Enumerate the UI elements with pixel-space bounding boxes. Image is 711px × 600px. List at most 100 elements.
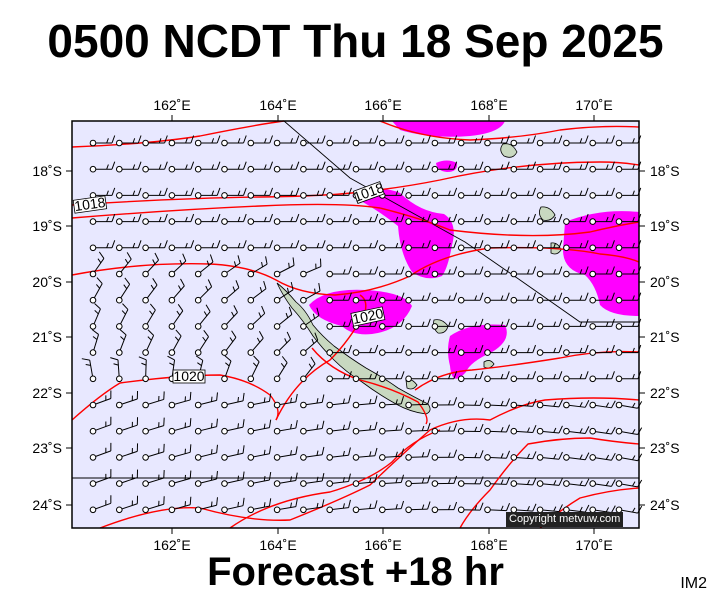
wind-barb-feather: [175, 329, 182, 337]
wind-barb-feather: [558, 213, 563, 222]
wind-station: [194, 480, 202, 487]
wind-barb-feather: [553, 506, 557, 512]
wind-barb-feather: [558, 318, 563, 327]
wind-barb-feather: [553, 347, 556, 353]
wind-barb-feather: [292, 257, 295, 266]
wind-barb-feather: [342, 424, 345, 430]
wind-barb-feather: [605, 216, 609, 222]
wind-barb-feather: [237, 164, 241, 170]
wind-barb-feather: [506, 503, 511, 511]
wind-station: [273, 427, 281, 435]
wind-station: [300, 244, 307, 252]
wind-station: [116, 218, 123, 225]
wind-station: [484, 244, 491, 252]
wind-barb-feather: [138, 356, 147, 361]
wind-station: [300, 218, 307, 225]
lat-label-left: 23˚S: [32, 440, 62, 456]
tick-marks: [66, 115, 645, 534]
wind-barb-feather: [395, 425, 398, 431]
wind-station: [300, 454, 307, 461]
wind-station: [510, 349, 518, 356]
wind-barb-feather: [169, 362, 175, 366]
wind-station: [615, 454, 623, 461]
lon-label-top: 168˚E: [470, 97, 507, 113]
wind-barb-feather: [558, 425, 563, 434]
wind-barb-feather: [126, 252, 132, 260]
wind-barb-feather: [268, 393, 272, 402]
wind-barb-feather: [395, 451, 398, 457]
wind-station: [194, 296, 202, 304]
wind-station: [273, 270, 281, 278]
wind-barb-feather: [237, 216, 241, 222]
wind-barb-feather: [506, 398, 511, 407]
wind-barb-feather: [632, 455, 636, 461]
wind-barb-feather: [448, 216, 451, 222]
wind-barb-feather: [253, 355, 260, 363]
wind-barb-feather: [152, 278, 158, 286]
wind-barb-feather: [584, 161, 589, 170]
wind-barb-feather: [369, 295, 372, 301]
wind-station: [168, 349, 176, 356]
wind-barb-feather: [611, 161, 615, 170]
wind-barb-feather: [321, 499, 325, 508]
wind-barb-feather: [448, 504, 451, 510]
wind-barb-feather: [553, 295, 556, 301]
wind-barb-feather: [579, 295, 583, 301]
wind-barb-feather: [179, 259, 183, 265]
wind-barb-feather: [269, 187, 274, 196]
wind-station: [300, 296, 307, 304]
wind-station: [589, 244, 597, 252]
wind-barb-feather: [605, 373, 609, 379]
wind-barb-feather: [421, 269, 425, 275]
wind-barb-feather: [421, 190, 425, 196]
wind-barb-feather: [207, 279, 213, 287]
wind-barb-feather: [310, 356, 316, 365]
wind-station: [247, 506, 255, 514]
wind-station: [194, 165, 202, 173]
wind-barb-feather: [427, 213, 431, 222]
wind-barb-feather: [584, 399, 590, 408]
wind-barb-feather: [427, 266, 431, 275]
wind-station: [352, 454, 360, 461]
wind-barb-feather: [395, 216, 399, 222]
wind-barb-feather: [474, 478, 478, 485]
wind-station: [589, 454, 597, 461]
wind-station: [273, 323, 281, 330]
wind-barb-feather: [421, 138, 425, 144]
wind-station: [510, 454, 518, 461]
wind-barb-feather: [369, 347, 372, 353]
wind-barb-feather: [527, 216, 530, 222]
wind-barb-feather: [474, 321, 478, 327]
wind-station: [89, 165, 97, 173]
wind-barb-feather: [479, 397, 484, 406]
wind-station: [352, 296, 360, 304]
rain-area: [448, 324, 507, 379]
wind-barb-feather: [448, 478, 451, 484]
wind-barb-feather: [290, 281, 294, 290]
wind-station: [221, 165, 228, 173]
wind-barb-feather: [164, 213, 168, 222]
wind-barb-feather: [506, 424, 511, 433]
wind-barb-feather: [506, 187, 510, 196]
wind-barb-feather: [269, 213, 274, 222]
wind-barb-feather: [374, 421, 378, 430]
wind-barb-feather: [120, 336, 125, 341]
lat-label-left: 20˚S: [32, 274, 62, 290]
wind-station: [116, 139, 123, 147]
wind-barb-feather: [479, 266, 484, 275]
wind-station: [89, 401, 97, 409]
wind-barb-feather: [605, 402, 610, 408]
wind-station: [247, 401, 255, 409]
wind-barb-feather: [605, 164, 609, 170]
wind-barb-feather: [395, 347, 399, 353]
wind-barb-feather: [479, 450, 484, 458]
wind-barb-feather: [448, 295, 451, 301]
wind-barb-feather: [506, 344, 510, 353]
wind-barb-feather: [348, 135, 352, 144]
wind-barb-feather: [532, 161, 537, 170]
wind-barb-feather: [295, 420, 298, 429]
wind-barb-feather: [321, 473, 325, 482]
wind-barb-feather: [527, 373, 530, 379]
wind-barb-feather: [231, 330, 237, 338]
wind-barb-feather: [237, 501, 240, 507]
